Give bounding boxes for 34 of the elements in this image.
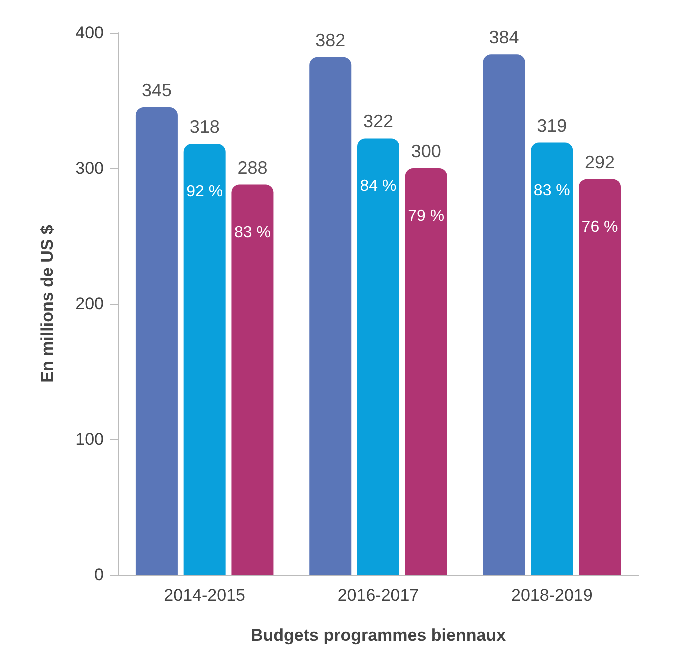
annotation: 83 %	[234, 224, 271, 242]
data-label: 300	[411, 142, 442, 162]
x-tick-label: 2014-2015	[164, 586, 246, 605]
annotation: 79 %	[408, 208, 445, 225]
data-label: 292	[585, 152, 616, 172]
annotation: 76 %	[582, 218, 618, 236]
bar	[358, 138, 400, 575]
bar	[136, 108, 178, 575]
y-tick-label: 400	[76, 24, 104, 42]
x-tick-label: 2016-2017	[338, 586, 420, 605]
y-tick-label: 0	[94, 566, 104, 584]
bar	[579, 179, 622, 575]
x-tick-label: 2018-2019	[512, 586, 593, 605]
data-label: 322	[363, 112, 394, 132]
y-tick-label: 300	[76, 159, 104, 178]
data-label: 318	[190, 117, 220, 138]
bar	[184, 144, 226, 575]
data-label: 288	[238, 158, 268, 178]
data-label: 345	[142, 80, 172, 101]
bar	[531, 142, 574, 575]
bar	[405, 168, 448, 575]
data-label: 382	[316, 30, 346, 50]
y-tick-label: 200	[76, 294, 104, 314]
annotation: 92 %	[186, 184, 224, 201]
data-label: 319	[537, 116, 568, 136]
bar	[310, 57, 352, 575]
y-tick-label: 100	[76, 430, 104, 449]
bar	[483, 54, 526, 575]
x-axis-title: Budgets programmes biennaux	[250, 626, 507, 645]
bar	[232, 184, 274, 575]
data-label: 384	[489, 28, 520, 48]
y-axis-title: En millions de US $	[38, 224, 57, 383]
annotation: 84 %	[360, 178, 397, 196]
annotation: 83 %	[534, 182, 570, 200]
